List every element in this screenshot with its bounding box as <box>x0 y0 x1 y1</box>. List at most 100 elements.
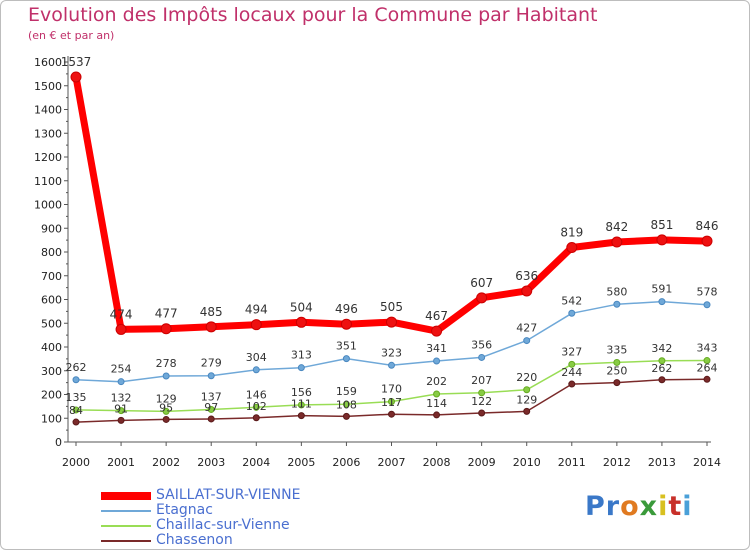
data-point-etagnac <box>297 364 305 372</box>
data-point-chaillac <box>342 400 350 408</box>
data-label-saillat: 467 <box>425 309 448 323</box>
x-tick-label: 2004 <box>242 456 270 469</box>
data-point-chaillac <box>207 405 215 413</box>
data-point-chassenon <box>478 409 486 417</box>
data-point-saillat <box>431 325 443 337</box>
data-point-etagnac <box>658 298 666 306</box>
data-point-chassenon <box>117 416 125 424</box>
data-label-etagnac: 351 <box>336 340 357 353</box>
data-label-chaillac: 342 <box>651 342 672 355</box>
data-point-saillat <box>701 235 713 247</box>
data-point-chassenon <box>703 375 711 383</box>
series-lines <box>70 71 713 426</box>
data-label-chaillac: 129 <box>156 392 177 405</box>
y-tick-label: 0 <box>55 436 62 449</box>
data-label-chassenon: 95 <box>159 401 173 414</box>
data-label-chaillac: 202 <box>426 375 447 388</box>
data-point-chassenon <box>252 414 260 422</box>
data-point-saillat <box>295 316 307 328</box>
data-label-etagnac: 313 <box>291 349 312 362</box>
data-point-chaillac <box>478 389 486 397</box>
data-point-etagnac <box>72 376 80 384</box>
data-point-chassenon <box>388 410 395 418</box>
data-point-saillat <box>160 323 172 335</box>
data-label-chaillac: 137 <box>201 390 222 403</box>
legend-swatch-chassenon <box>101 540 151 542</box>
data-label-etagnac: 580 <box>606 285 627 298</box>
data-point-etagnac <box>433 357 441 365</box>
data-label-etagnac: 427 <box>516 322 537 335</box>
data-label-chaillac: 156 <box>291 386 312 399</box>
data-label-etagnac: 323 <box>381 346 402 359</box>
data-point-saillat <box>115 323 127 335</box>
data-label-chassenon: 250 <box>606 365 627 378</box>
data-point-saillat <box>340 318 352 330</box>
data-label-chassenon: 129 <box>516 393 537 406</box>
x-tick-label: 2013 <box>648 456 676 469</box>
data-point-chaillac <box>568 360 576 368</box>
data-point-saillat <box>386 316 397 328</box>
data-label-etagnac: 262 <box>66 361 87 374</box>
data-label-chaillac: 335 <box>606 343 627 356</box>
data-label-saillat: 851 <box>650 218 673 232</box>
proxiti-logo: Proxiti <box>585 491 693 522</box>
data-label-saillat: 477 <box>155 307 178 321</box>
data-label-chassenon: 122 <box>471 395 492 408</box>
x-tick-label: 2000 <box>62 456 90 469</box>
axes: 0 100 200 300 400 500 600 700 800 900 1000 1100 1200… <box>34 56 721 469</box>
data-label-chassenon: 262 <box>651 362 672 375</box>
data-point-etagnac <box>342 355 350 363</box>
data-label-saillat: 485 <box>200 305 223 319</box>
data-point-etagnac <box>613 300 621 308</box>
data-label-chaillac: 220 <box>516 371 537 384</box>
data-label-saillat: 607 <box>470 276 493 290</box>
data-label-chaillac: 170 <box>381 383 402 396</box>
data-point-chassenon <box>568 380 576 388</box>
data-point-chaillac <box>388 398 395 406</box>
data-label-chassenon: 108 <box>336 398 357 411</box>
data-label-etagnac: 542 <box>561 294 582 307</box>
data-label-saillat: 494 <box>245 303 268 317</box>
y-tick-label: 1500 <box>34 80 62 93</box>
data-label-saillat: 819 <box>560 225 583 239</box>
data-point-etagnac <box>117 378 125 386</box>
data-point-saillat <box>611 236 623 248</box>
y-tick-label: 800 <box>41 246 62 259</box>
y-tick-label: 900 <box>41 222 62 235</box>
data-point-chaillac <box>703 357 711 365</box>
data-label-chassenon: 117 <box>381 396 402 409</box>
data-point-saillat <box>70 71 82 83</box>
data-label-saillat: 842 <box>605 220 628 234</box>
data-point-chassenon <box>297 412 305 420</box>
chart-title: Evolution des Impôts locaux pour la Comm… <box>28 4 598 26</box>
y-tick-label: 500 <box>41 317 62 330</box>
data-label-chassenon: 84 <box>69 404 83 417</box>
data-label-chaillac: 159 <box>336 385 357 398</box>
data-point-chaillac <box>433 390 441 398</box>
data-point-chassenon <box>658 376 666 384</box>
data-point-chassenon <box>207 415 215 423</box>
data-label-chaillac: 207 <box>471 374 492 387</box>
data-label-chaillac: 146 <box>246 388 267 401</box>
y-tick-label: 700 <box>41 270 62 283</box>
x-tick-label: 2001 <box>107 456 135 469</box>
data-label-chassenon: 111 <box>291 398 312 411</box>
legend-swatch-etagnac <box>101 510 151 512</box>
data-point-etagnac <box>207 372 215 380</box>
y-tick-label: 400 <box>41 341 62 354</box>
y-tick-label: 1400 <box>34 104 62 117</box>
data-label-chassenon: 264 <box>697 361 718 374</box>
data-labels: 84 91 95 97 102 111 108 117 114 122 129 244 250 262 26… <box>61 55 719 417</box>
data-point-etagnac <box>162 372 170 380</box>
x-tick-label: 2010 <box>513 456 541 469</box>
data-label-chassenon: 102 <box>246 400 267 413</box>
x-tick-label: 2014 <box>693 456 721 469</box>
data-label-saillat: 636 <box>515 269 538 283</box>
x-tick-label: 2007 <box>378 456 406 469</box>
data-label-saillat: 504 <box>290 300 313 314</box>
data-point-chaillac <box>252 403 260 411</box>
x-tick-label: 2008 <box>423 456 451 469</box>
data-point-saillat <box>521 285 533 297</box>
data-label-etagnac: 304 <box>246 351 267 364</box>
